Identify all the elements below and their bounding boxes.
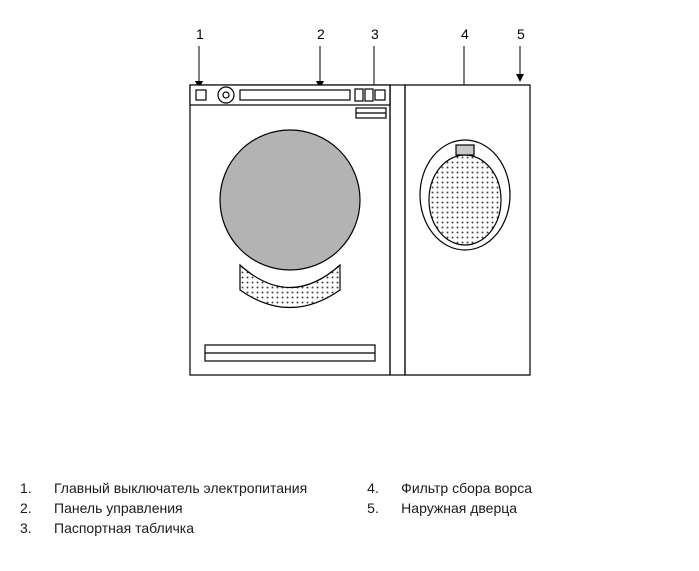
lint-filter — [420, 140, 510, 250]
legend-text: Фильтр сбора ворса — [401, 480, 532, 496]
dryer-diagram-svg — [0, 0, 699, 430]
legend-num: 2. — [20, 500, 36, 516]
legend-row: 5. Наружная дверца — [367, 500, 532, 516]
legend-row: 2. Панель управления — [20, 500, 307, 516]
legend-text: Наружная дверца — [401, 500, 517, 516]
bottom-vent — [205, 345, 375, 361]
legend-text: Главный выключатель электропитания — [54, 480, 307, 496]
diagram-area: 1 2 3 4 5 — [0, 0, 699, 430]
legend-row: 4. Фильтр сбора ворса — [367, 480, 532, 496]
legend-col-left: 1. Главный выключатель электропитания 2.… — [20, 480, 307, 536]
legend: 1. Главный выключатель электропитания 2.… — [20, 480, 680, 536]
legend-num: 1. — [20, 480, 36, 496]
legend-num: 5. — [367, 500, 383, 516]
legend-text: Панель управления — [54, 500, 183, 516]
legend-row: 3. Паспортная табличка — [20, 520, 307, 536]
legend-num: 3. — [20, 520, 36, 536]
legend-num: 4. — [367, 480, 383, 496]
legend-col-right: 4. Фильтр сбора ворса 5. Наружная дверца — [367, 480, 532, 536]
legend-row: 1. Главный выключатель электропитания — [20, 480, 307, 496]
legend-text: Паспортная табличка — [54, 520, 194, 536]
